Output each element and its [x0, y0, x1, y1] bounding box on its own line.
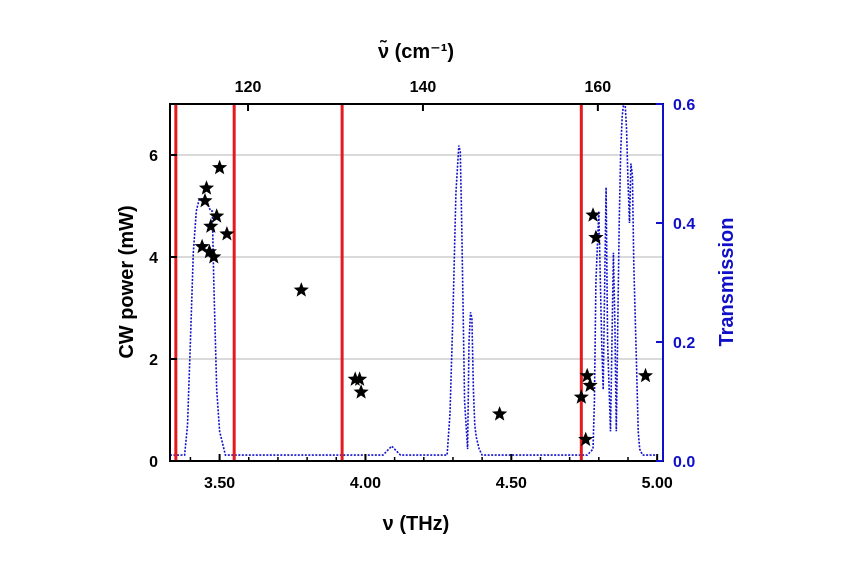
- vertical-lines: [174, 104, 583, 461]
- x2-axis-title: ν̃ (cm⁻¹): [378, 39, 454, 63]
- star-point: [209, 208, 225, 223]
- star-point: [219, 226, 235, 241]
- star-point: [206, 249, 222, 264]
- star-point: [197, 192, 213, 208]
- transmission-line: [170, 103, 658, 456]
- x-tick-label: 4.50: [496, 475, 527, 492]
- y-axis-title: CW power (mW): [116, 205, 138, 358]
- star-point: [579, 367, 595, 383]
- y-tick-label: 0: [149, 454, 158, 471]
- star-point: [352, 371, 368, 386]
- y-tick-label: 4: [149, 250, 158, 267]
- y-tick-label: 6: [149, 148, 158, 165]
- y2-tick-label: 0.6: [673, 97, 695, 114]
- power-series: [194, 159, 654, 447]
- axis-ticks: [170, 103, 664, 462]
- y2-tick-label: 0.0: [673, 454, 695, 471]
- star-point: [201, 243, 217, 259]
- star-point: [198, 180, 215, 195]
- star-point: [582, 377, 598, 392]
- star-point: [588, 229, 604, 245]
- transmission-series: [170, 103, 658, 456]
- grid-lines: [170, 154, 663, 360]
- star-point: [293, 282, 309, 297]
- x-axis-title: ν (THz): [383, 513, 450, 535]
- x-tick-label: 3.50: [204, 475, 235, 492]
- y2-axis-title: Transmission: [716, 218, 738, 347]
- star-point: [637, 367, 654, 383]
- x-tick-label: 4.00: [350, 475, 381, 492]
- star-point: [212, 159, 228, 175]
- x-tick-label: 5.00: [642, 475, 673, 492]
- star-point: [585, 207, 601, 222]
- plot-frame: [169, 103, 664, 462]
- axis-tick-labels: 3.50 4.00 4.50 5.00 120 140 160 0 2 4 6 0.0 0.2 0.4 0.…: [149, 79, 695, 492]
- y2-tick-label: 0.4: [673, 216, 695, 233]
- star-point: [573, 389, 589, 404]
- y-tick-label: 2: [149, 352, 158, 369]
- x2-tick-label: 120: [235, 79, 262, 96]
- star-point: [194, 238, 210, 254]
- x2-tick-label: 140: [410, 79, 437, 96]
- star-point: [353, 384, 369, 399]
- x2-tick-label: 160: [585, 79, 612, 96]
- star-point: [578, 431, 594, 447]
- y2-tick-label: 0.2: [673, 335, 695, 352]
- star-point: [492, 406, 508, 421]
- star-point: [203, 218, 219, 233]
